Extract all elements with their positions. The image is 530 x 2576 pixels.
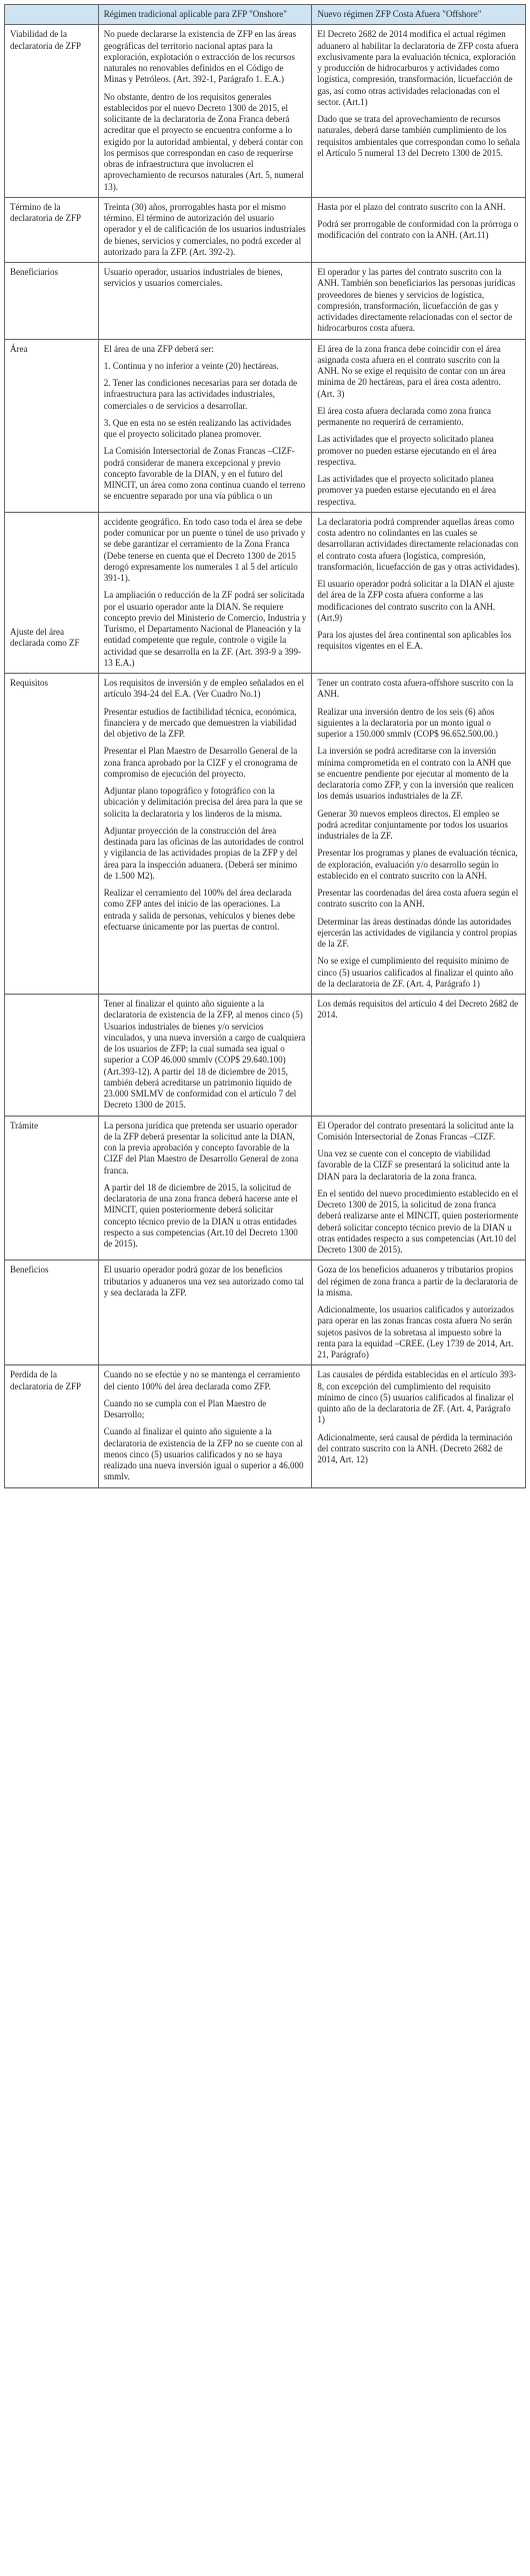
cell-paragraph: Presentar el Plan Maestro de Desarrollo …	[104, 746, 307, 780]
cell-paragraph: El usuario operador podrá solicitar a la…	[317, 579, 520, 624]
cell-paragraph: No se exige el cumplimiento del requisit…	[317, 956, 520, 990]
cell-offshore: El Decreto 2682 de 2014 modifica el actu…	[312, 25, 526, 198]
table-row: RequisitosLos requisitos de inversión y …	[5, 674, 526, 995]
cell-paragraph: Goza de los beneficios aduaneros y tribu…	[317, 1265, 520, 1298]
cell-onshore: Usuario operador, usuarios industriales …	[98, 263, 312, 340]
cell-paragraph: Adjuntar proyección de la construcción d…	[104, 826, 307, 882]
cell-paragraph: La inversión se podrá acreditarse con la…	[317, 746, 520, 802]
cell-paragraph: Cuando no se cumpla con el Plan Maestro …	[104, 1398, 307, 1421]
cell-paragraph: Realizar el cerramiento del 100% del áre…	[104, 888, 307, 933]
cell-paragraph: Los demás requisitos del artículo 4 del …	[317, 999, 520, 1022]
cell-paragraph: 2. Tener las condiciones necesarias para…	[104, 378, 307, 412]
row-label: Perdida de la declaratoria de ZFP	[5, 1365, 99, 1487]
cell-paragraph: Una vez se cuente con el concepto de via…	[317, 1149, 520, 1183]
table-row: Término de la declaratoria de ZFPTreinta…	[5, 197, 526, 262]
cell-paragraph: Tener un contrato costa afuera-offshore …	[317, 678, 520, 701]
header-onshore: Régimen tradicional aplicable para ZFP "…	[98, 5, 312, 25]
cell-paragraph: Las actividades que el proyecto solicita…	[317, 474, 520, 508]
cell-paragraph: Usuario operador, usuarios industriales …	[104, 267, 307, 290]
comparison-table: Régimen tradicional aplicable para ZFP "…	[4, 4, 526, 1488]
cell-paragraph: El operador y las partes del contrato su…	[317, 267, 520, 335]
cell-onshore: Los requisitos de inversión y de empleo …	[98, 674, 312, 995]
cell-paragraph: 3. Que en esta no se estén realizando la…	[104, 418, 307, 441]
cell-paragraph: El usuario operador podrá gozar de los b…	[104, 1265, 307, 1298]
cell-paragraph: Hasta por el plazo del contrato suscrito…	[317, 202, 520, 213]
table-row: BeneficiariosUsuario operador, usuarios …	[5, 263, 526, 340]
row-label: Trámite	[5, 1116, 99, 1261]
cell-onshore: Treinta (30) años, prorrogables hasta po…	[98, 197, 312, 262]
cell-paragraph: Para los ajustes del área continental so…	[317, 630, 520, 653]
cell-onshore: accidente geográfico. En todo caso toda …	[98, 512, 312, 673]
header-row: Régimen tradicional aplicable para ZFP "…	[5, 5, 526, 25]
row-sublabel: Ajuste del área declarada como ZF	[10, 627, 93, 650]
cell-onshore: Cuando no se efectúe y no se mantenga el…	[98, 1365, 312, 1487]
cell-paragraph: Treinta (30) años, prorrogables hasta po…	[104, 202, 307, 258]
cell-paragraph: accidente geográfico. En todo caso toda …	[104, 517, 307, 585]
cell-paragraph: Cuando al finalizar el quinto año siguie…	[104, 1426, 307, 1482]
cell-paragraph: Presentar estudios de factibilidad técni…	[104, 707, 307, 741]
cell-paragraph: Adjuntar plano topográfico y fotográfico…	[104, 786, 307, 820]
row-label	[5, 995, 99, 1117]
header-offshore: Nuevo régimen ZFP Costa Afuera "Offshore…	[312, 5, 526, 25]
cell-onshore: El usuario operador podrá gozar de los b…	[98, 1261, 312, 1365]
cell-offshore: Tener un contrato costa afuera-offshore …	[312, 674, 526, 995]
row-label: Área	[5, 339, 99, 512]
table-row: Viabilidad de la declaratoria de ZFPNo p…	[5, 25, 526, 198]
cell-paragraph: Podrá ser prorrogable de conformidad con…	[317, 219, 520, 242]
row-label: Ajuste del área declarada como ZF	[5, 512, 99, 673]
cell-paragraph: Adicionalmente, será causal de pérdida l…	[317, 1432, 520, 1466]
cell-paragraph: El área costa afuera declarada como zona…	[317, 406, 520, 429]
cell-paragraph: El Decreto 2682 de 2014 modifica el actu…	[317, 29, 520, 108]
cell-paragraph: El área de la zona franca debe coincidir…	[317, 344, 520, 400]
cell-paragraph: La ampliación o reducción de la ZF podrá…	[104, 590, 307, 669]
table-row: Tener al finalizar el quinto año siguien…	[5, 995, 526, 1117]
cell-paragraph: Tener al finalizar el quinto año siguien…	[104, 999, 307, 1112]
cell-paragraph: La persona jurídica que pretenda ser usu…	[104, 1121, 307, 1177]
cell-offshore: Los demás requisitos del artículo 4 del …	[312, 995, 526, 1117]
table-row: Ajuste del área declarada como ZF acciden…	[5, 512, 526, 673]
cell-paragraph: Las actividades que el proyecto solicita…	[317, 434, 520, 468]
cell-paragraph: Determinar las áreas destinadas dónde la…	[317, 917, 520, 951]
table-row: Área El área de una ZFP deberá ser: 1. Con…	[5, 339, 526, 512]
cell-paragraph: El área de una ZFP deberá ser:	[104, 344, 307, 355]
cell-offshore: Las causales de pérdida establecidas en …	[312, 1365, 526, 1487]
cell-paragraph: Los requisitos de inversión y de empleo …	[104, 678, 307, 701]
cell-paragraph: Dado que se trata del aprovechamiento de…	[317, 114, 520, 159]
cell-offshore: El operador y las partes del contrato su…	[312, 263, 526, 340]
row-label: Término de la declaratoria de ZFP	[5, 197, 99, 262]
cell-offshore: Hasta por el plazo del contrato suscrito…	[312, 197, 526, 262]
cell-paragraph: Generar 30 nuevos empleos directos. El e…	[317, 809, 520, 843]
cell-paragraph: La Comisión Intersectorial de Zonas Fran…	[104, 446, 307, 502]
cell-paragraph: El Operador del contrato presentará la s…	[317, 1121, 520, 1144]
cell-offshore: El área de la zona franca debe coincidir…	[312, 339, 526, 512]
cell-offshore: El Operador del contrato presentará la s…	[312, 1116, 526, 1261]
cell-paragraph: Las causales de pérdida establecidas en …	[317, 1369, 520, 1425]
cell-offshore: La declaratoria podrá comprender aquella…	[312, 512, 526, 673]
row-label: Beneficios	[5, 1261, 99, 1365]
cell-paragraph: En el sentido del nuevo procedimiento es…	[317, 1189, 520, 1257]
cell-paragraph: No obstante, dentro de los requisitos ge…	[104, 92, 307, 193]
row-label: Beneficiarios	[5, 263, 99, 340]
cell-paragraph: Adicionalmente, los usuarios calificados…	[317, 1304, 520, 1360]
header-empty	[5, 5, 99, 25]
row-label: Requisitos	[5, 674, 99, 995]
cell-onshore: Tener al finalizar el quinto año siguien…	[98, 995, 312, 1117]
row-label: Viabilidad de la declaratoria de ZFP	[5, 25, 99, 198]
cell-paragraph: Presentar los programas y planes de eval…	[317, 848, 520, 882]
cell-paragraph: A partir del 18 de diciembre de 2015, la…	[104, 1183, 307, 1251]
table-row: BeneficiosEl usuario operador podrá goza…	[5, 1261, 526, 1365]
cell-paragraph: Presentar las coordenadas del área costa…	[317, 888, 520, 911]
cell-onshore: La persona jurídica que pretenda ser usu…	[98, 1116, 312, 1261]
cell-offshore: Goza de los beneficios aduaneros y tribu…	[312, 1261, 526, 1365]
cell-paragraph: No puede declararse la existencia de ZFP…	[104, 29, 307, 85]
cell-onshore: El área de una ZFP deberá ser: 1. Continu…	[98, 339, 312, 512]
table-row: TrámiteLa persona jurídica que pretenda …	[5, 1116, 526, 1261]
cell-paragraph: La declaratoria podrá comprender aquella…	[317, 517, 520, 573]
cell-paragraph: Cuando no se efectúe y no se mantenga el…	[104, 1369, 307, 1392]
cell-paragraph: Realizar una inversión dentro de los sei…	[317, 707, 520, 741]
cell-onshore: No puede declararse la existencia de ZFP…	[98, 25, 312, 198]
table-row: Perdida de la declaratoria de ZFPCuando …	[5, 1365, 526, 1487]
cell-paragraph: 1. Continua y no inferior a veinte (20) …	[104, 361, 307, 372]
